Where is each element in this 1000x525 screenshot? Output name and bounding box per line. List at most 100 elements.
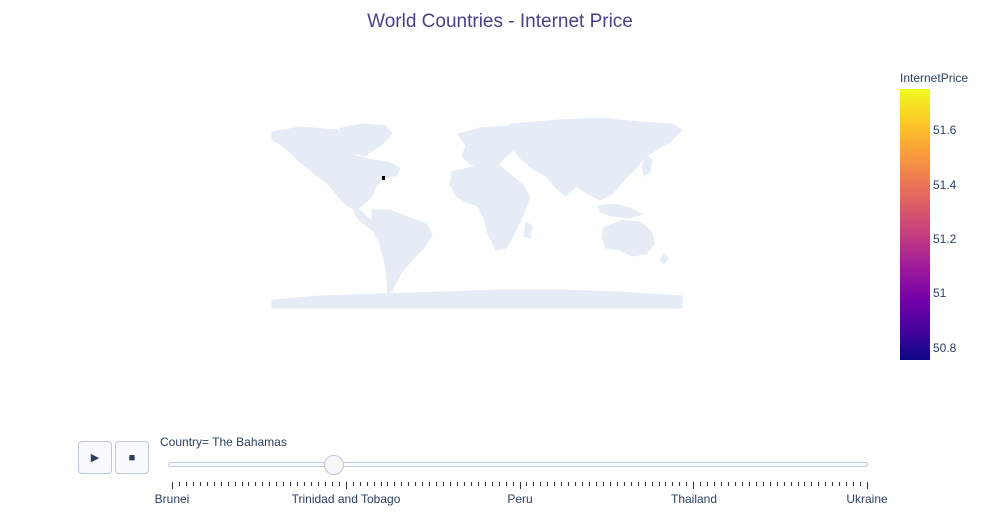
slider-handle[interactable]: [324, 455, 344, 475]
slider-tick: [832, 482, 833, 486]
slider-tick: [610, 482, 611, 486]
slider-tick: [700, 482, 701, 486]
slider-frame-label[interactable]: Brunei: [154, 492, 190, 506]
slider-tick: [617, 482, 618, 486]
slider-tick: [311, 482, 312, 486]
slider-tick: [262, 482, 263, 486]
slider-tick: [332, 482, 333, 486]
slider-tick: [652, 482, 653, 486]
slider-current-value: Country= The Bahamas: [160, 435, 287, 449]
slider-tick: [825, 482, 826, 486]
slider-tick: [436, 482, 437, 486]
slider-tick: [422, 482, 423, 486]
land-australia: [601, 219, 655, 257]
slider-tick: [304, 482, 305, 486]
slider-tick: [242, 482, 243, 486]
slider-track[interactable]: [168, 462, 868, 467]
slider-frame-label[interactable]: Ukraine: [846, 492, 888, 506]
slider-tick: [353, 482, 354, 486]
slider-tick: [839, 482, 840, 486]
slider-tick: [575, 482, 576, 486]
highlighted-country-the-bahamas: [382, 176, 385, 180]
slider-tick: [464, 482, 465, 486]
slider-tick: [290, 482, 291, 486]
slider-tick: [492, 482, 493, 486]
slider-tick: [554, 482, 555, 486]
stop-button[interactable]: ■: [115, 441, 149, 474]
land-asia: [509, 117, 683, 201]
slider-tick: [506, 482, 507, 486]
slider-tick: [193, 482, 194, 486]
slider-tick: [214, 482, 215, 486]
slider-tick: [721, 482, 722, 486]
land-madagascar: [523, 221, 533, 239]
slider-tick: [186, 482, 187, 486]
slider-tick: [429, 482, 430, 486]
slider-tick: [645, 482, 646, 486]
slider-tick: [367, 482, 368, 486]
slider-tick: [339, 482, 340, 486]
slider-tick: [360, 482, 361, 486]
land-africa: [449, 165, 531, 251]
slider-tick: [325, 482, 326, 486]
slider-tick: [631, 482, 632, 486]
slider-tick: [756, 482, 757, 486]
colorbar-gradient: [900, 89, 930, 360]
colorbar-tick-label: 51: [933, 286, 947, 300]
land-new-zealand: [659, 253, 669, 265]
slider-tick: [255, 482, 256, 486]
slider-tick: [478, 482, 479, 486]
slider-tick: [791, 482, 792, 486]
slider-tick: [818, 482, 819, 486]
slider-tick: [415, 482, 416, 486]
slider-tick: [853, 482, 854, 486]
slider-tick: [485, 482, 486, 486]
slider-tick: [235, 482, 236, 486]
slider-tick: [735, 482, 736, 486]
slider-tick: [659, 482, 660, 486]
slider-tick: [638, 482, 639, 486]
land-europe: [457, 125, 521, 169]
colorbar-tick-label: 51.6: [933, 123, 957, 137]
slider-tick: [276, 482, 277, 486]
slider-tick: [381, 482, 382, 486]
slider-tick: [228, 482, 229, 486]
slider-frame-label[interactable]: Peru: [507, 492, 533, 506]
slider-tick: [520, 482, 521, 489]
slider-tick: [693, 482, 694, 489]
slider-tick: [547, 482, 548, 486]
slider-tick: [589, 482, 590, 486]
slider-tick: [283, 482, 284, 486]
land-antarctica: [271, 289, 683, 309]
slider-frame-label[interactable]: Trinidad and Tobago: [291, 492, 401, 506]
slider-tick: [728, 482, 729, 486]
slider-tick: [867, 482, 868, 489]
slider-tick: [603, 482, 604, 486]
slider-frame-label[interactable]: Thailand: [670, 492, 718, 506]
slider-tick: [450, 482, 451, 486]
slider-tick: [387, 482, 388, 486]
land-masses: [271, 117, 683, 309]
slider-tick: [179, 482, 180, 486]
colorbar-tick-label: 51.4: [933, 178, 957, 192]
slider-tick: [200, 482, 201, 486]
slider-tick: [513, 482, 514, 486]
chart-title: World Countries - Internet Price: [367, 11, 633, 32]
slider-tick: [568, 482, 569, 486]
slider-tick: [318, 482, 319, 486]
land-south-america: [371, 209, 433, 300]
slider-tick: [582, 482, 583, 486]
slider-tick: [596, 482, 597, 486]
slider-tick: [784, 482, 785, 486]
land-north-america: [271, 126, 401, 211]
slider-tick: [707, 482, 708, 486]
land-japan: [641, 155, 653, 177]
slider-tick: [540, 482, 541, 486]
slider-tick: [269, 482, 270, 486]
play-button[interactable]: ▶: [78, 441, 112, 474]
slider-tick: [672, 482, 673, 486]
slider-tick: [860, 482, 861, 486]
slider-tick: [346, 482, 347, 489]
slider-tick: [443, 482, 444, 486]
